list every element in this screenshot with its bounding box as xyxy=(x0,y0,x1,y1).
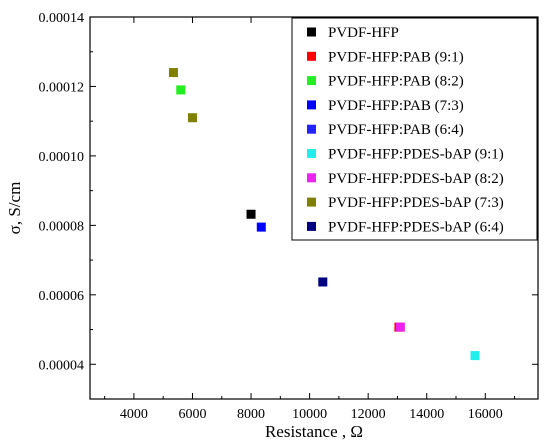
data-point xyxy=(256,222,266,232)
legend-marker xyxy=(307,100,316,110)
y-tick-label: 0.00004 xyxy=(39,358,85,373)
legend-label: PVDF-HFP:PAB (9:1) xyxy=(328,49,464,65)
data-point xyxy=(168,68,178,78)
x-tick-label: 10000 xyxy=(292,407,327,422)
y-tick-label: 0.00006 xyxy=(39,289,85,304)
legend-label: PVDF-HFP:PAB (6:4) xyxy=(328,122,464,138)
x-tick-label: 4000 xyxy=(120,407,148,422)
legend-label: PVDF-HFP:PAB (7:3) xyxy=(328,98,464,114)
x-tick-label: 6000 xyxy=(178,407,206,422)
legend: PVDF-HFP PVDF-HFP:PAB (9:1) PVDF-HFP:PAB (… xyxy=(291,17,538,241)
legend-marker xyxy=(307,124,316,134)
y-tick-label: 0.00012 xyxy=(39,80,85,95)
data-point xyxy=(395,322,405,332)
x-tick-label: 16000 xyxy=(468,407,503,422)
legend-label: PVDF-HFP:PDES-bAP (6:4) xyxy=(328,219,504,235)
data-point xyxy=(176,85,186,95)
y-tick-label: 0.00008 xyxy=(39,219,85,234)
data-point xyxy=(246,209,256,219)
x-tick-label: 8000 xyxy=(237,407,265,422)
x-tick-label: 14000 xyxy=(409,407,444,422)
legend-box xyxy=(291,17,538,241)
legend-marker xyxy=(307,27,316,37)
legend-label: PVDF-HFP xyxy=(328,25,399,41)
data-points xyxy=(168,68,480,361)
data-point xyxy=(318,277,328,287)
data-point xyxy=(187,113,197,123)
data-point xyxy=(470,351,480,361)
x-axis: 4000 6000 8000 10000 12000 14000 16000 xyxy=(104,17,516,422)
y-axis-label: σ, S/cm xyxy=(5,182,24,235)
x-tick-label: 12000 xyxy=(351,407,386,422)
legend-marker xyxy=(307,149,316,158)
legend-marker xyxy=(307,173,316,183)
legend-marker xyxy=(307,76,316,86)
plot-frame xyxy=(89,16,539,400)
y-tick-label: 0.00014 xyxy=(39,11,85,26)
y-axis: 0.00004 0.00006 0.00008 0.00010 0.00012 0.000… xyxy=(39,11,538,400)
y-tick-label: 0.00010 xyxy=(39,150,85,165)
legend-label: PVDF-HFP:PDES-bAP (7:3) xyxy=(328,195,504,211)
legend-label: PVDF-HFP:PAB (8:2) xyxy=(328,74,464,90)
legend-label: PVDF-HFP:PDES-bAP (8:2) xyxy=(328,171,504,187)
legend-marker xyxy=(307,197,316,207)
legend-marker xyxy=(307,221,316,231)
legend-label: PVDF-HFP:PDES-bAP (9:1) xyxy=(328,147,504,163)
legend-marker xyxy=(307,51,316,61)
x-axis-label: Resistance , Ω xyxy=(265,422,363,441)
